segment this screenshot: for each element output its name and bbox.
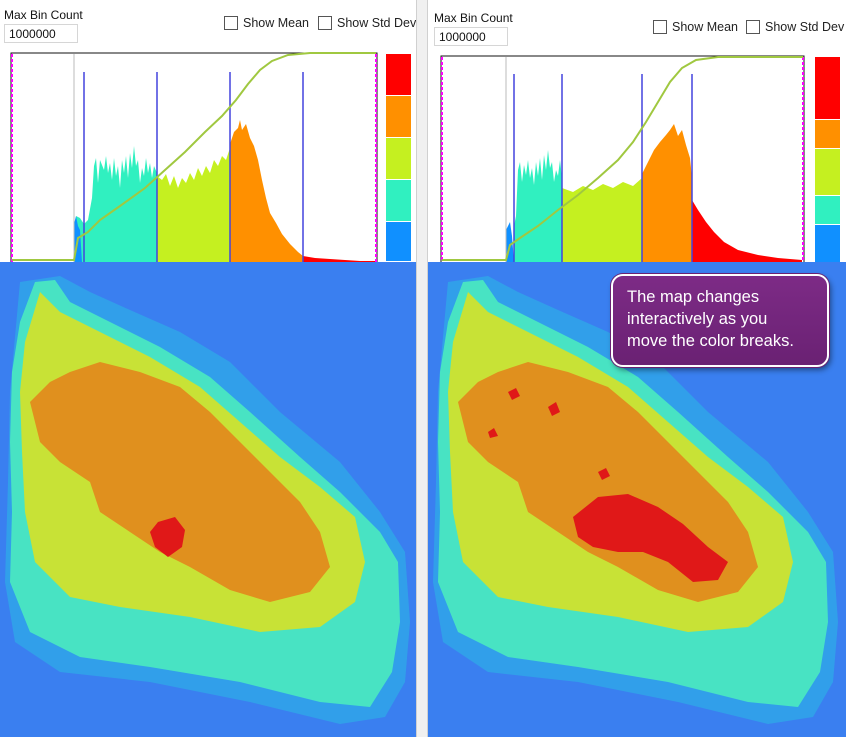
max-bin-count-label: Max Bin Count — [4, 8, 83, 22]
show-mean-checkbox[interactable]: Show Mean — [224, 16, 309, 30]
max-bin-count-input[interactable] — [434, 27, 508, 46]
color-ramp[interactable] — [386, 54, 411, 262]
terrain-map[interactable] — [0, 262, 416, 737]
cumulative-curve — [442, 56, 803, 261]
show-mean-label: Show Mean — [243, 16, 310, 30]
histogram-yellowgreen-region — [157, 148, 230, 262]
checkbox-box[interactable] — [318, 16, 332, 30]
show-std-dev-checkbox[interactable]: Show Std Dev — [318, 16, 416, 30]
show-mean-checkbox[interactable]: Show Mean — [653, 20, 738, 34]
terrain-orange — [30, 362, 330, 602]
histogram-orange-region — [642, 124, 692, 262]
color-ramp[interactable] — [815, 57, 840, 262]
max-bin-count-input[interactable] — [4, 24, 78, 43]
ramp-swatch-red[interactable] — [815, 57, 840, 120]
max-bin-count-label: Max Bin Count — [434, 11, 513, 25]
histogram-teal-region — [76, 146, 157, 262]
histogram-chart[interactable] — [0, 48, 416, 262]
histogram-chart[interactable] — [428, 50, 846, 262]
histogram-orange-region — [230, 120, 303, 262]
show-mean-label: Show Mean — [672, 20, 739, 34]
callout-line-2: interactively as you — [627, 310, 768, 328]
show-std-dev-label: Show Std Dev — [337, 16, 416, 30]
histogram-red-region — [303, 256, 375, 262]
terrain-red-speckles — [488, 388, 610, 480]
checkbox-box[interactable] — [653, 20, 667, 34]
terrain-red — [573, 494, 728, 582]
histogram-red-region — [692, 200, 802, 262]
terrain-red — [150, 517, 185, 557]
checkbox-box[interactable] — [746, 20, 760, 34]
histogram-yellowgreen-region — [562, 178, 642, 262]
show-std-dev-checkbox[interactable]: Show Std Dev — [746, 20, 844, 34]
ramp-swatch-teal[interactable] — [815, 196, 840, 225]
ramp-swatch-yellowgreen[interactable] — [815, 149, 840, 196]
ramp-swatch-teal[interactable] — [386, 180, 411, 222]
ramp-swatch-red[interactable] — [386, 54, 411, 96]
ramp-swatch-orange[interactable] — [815, 120, 840, 149]
right-panel: Max Bin Count Show Mean Show Std Dev — [428, 0, 846, 737]
callout-line-1: The map changes — [627, 288, 760, 306]
panel-separator — [416, 0, 428, 737]
ramp-swatch-orange[interactable] — [386, 96, 411, 138]
show-std-dev-label: Show Std Dev — [765, 20, 845, 34]
ramp-swatch-blue[interactable] — [815, 225, 840, 262]
cumulative-curve — [12, 52, 376, 261]
left-panel: Max Bin Count Show Mean Show Std Dev — [0, 0, 416, 737]
checkbox-box[interactable] — [224, 16, 238, 30]
ramp-swatch-yellowgreen[interactable] — [386, 138, 411, 180]
ramp-swatch-blue[interactable] — [386, 222, 411, 261]
callout-line-3: move the color breaks. — [627, 332, 794, 350]
info-callout: The map changes interactively as you mov… — [611, 274, 829, 367]
